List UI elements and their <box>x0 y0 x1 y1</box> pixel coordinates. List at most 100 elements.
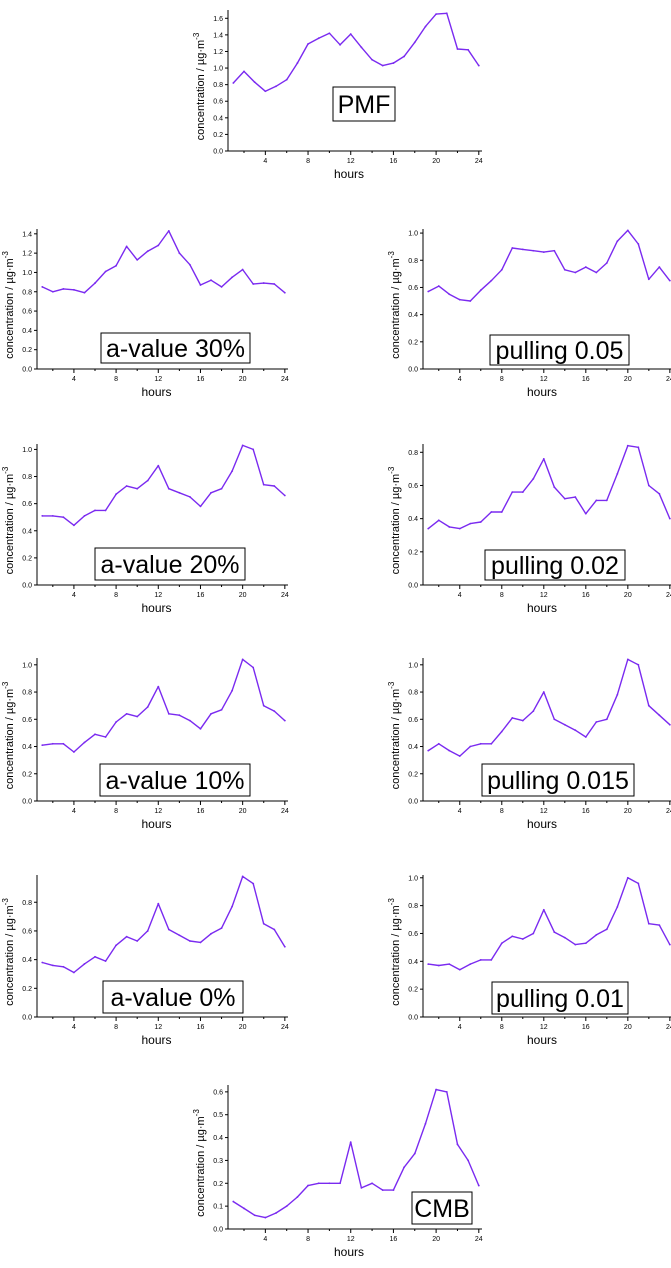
data-point <box>157 902 160 905</box>
data-point <box>94 955 96 958</box>
data-point <box>668 517 671 520</box>
x-tick-label: 16 <box>582 376 590 383</box>
data-point <box>146 250 149 253</box>
data-point <box>317 37 320 40</box>
x-tick-label: 8 <box>114 1024 118 1031</box>
data-point <box>435 1088 438 1091</box>
data-point <box>275 1212 277 1214</box>
series-line <box>42 230 286 294</box>
data-point <box>232 1200 235 1203</box>
x-tick-label: 24 <box>281 1024 289 1031</box>
y-tick-label: 0.8 <box>22 474 32 481</box>
data-point <box>477 1184 480 1187</box>
y-tick-label: 0.0 <box>408 799 418 806</box>
data-point <box>469 522 472 525</box>
data-point <box>232 82 235 84</box>
y-tick-label: 0.2 <box>22 986 32 993</box>
chart-panel: 0.0 0.2 0.4 0.6 0.8 1.0 4 8 12 16 20 24 hours concent… <box>387 229 671 399</box>
y-axis-title: concentration / µg·m-3 <box>1 681 16 789</box>
annotation-box <box>100 332 251 364</box>
x-tick-label: 4 <box>72 1024 76 1031</box>
data-point <box>371 1182 373 1185</box>
y-tick-label: 0.2 <box>408 771 418 778</box>
data-point <box>167 712 170 715</box>
series-line <box>427 445 671 530</box>
data-point <box>658 266 661 268</box>
x-tick-label: 4 <box>72 592 76 599</box>
annotation-box <box>332 86 396 122</box>
x-tick-label: 16 <box>197 376 205 383</box>
data-point <box>542 908 545 911</box>
data-point <box>437 964 440 967</box>
x-tick-label: 4 <box>263 1236 267 1243</box>
data-point <box>381 64 384 67</box>
x-tick-label: 16 <box>582 808 590 815</box>
data-point <box>252 283 255 285</box>
x-tick-label: 20 <box>239 1024 247 1031</box>
x-tick-label: 16 <box>197 592 205 599</box>
data-point <box>458 755 461 757</box>
data-point <box>479 521 482 523</box>
data-point <box>521 938 524 940</box>
data-point <box>104 960 107 962</box>
data-point <box>616 693 619 696</box>
data-point <box>62 965 65 968</box>
data-point <box>371 58 373 61</box>
y-tick-label: 0.4 <box>408 516 418 523</box>
y-axis-title: concentration / µg·m-3 <box>387 466 402 574</box>
data-point <box>424 25 427 28</box>
data-point <box>500 730 503 733</box>
data-point <box>490 279 493 282</box>
annotation-box <box>102 980 244 1014</box>
data-point <box>231 470 234 473</box>
data-point <box>307 43 309 45</box>
x-tick-label: 16 <box>197 1024 205 1031</box>
y-axis-title-main: concentration / µg·m <box>4 474 16 575</box>
data-point <box>605 499 608 502</box>
data-point <box>199 505 202 508</box>
data-point <box>189 719 191 722</box>
data-point <box>104 509 107 512</box>
y-axis-title-main: concentration / µg·m <box>195 1116 207 1217</box>
y-axis-title-superscript: -3 <box>387 898 396 906</box>
chart-panel: 0.0 0.2 0.4 0.6 0.8 4 8 12 16 20 24 hours concentrat… <box>1 875 289 1047</box>
data-point <box>231 905 234 908</box>
y-axis-title-main: concentration / µg·m <box>195 40 207 141</box>
y-tick-label: 0.8 <box>408 690 418 697</box>
y-tick-label: 0.0 <box>213 149 223 156</box>
data-point <box>584 736 587 738</box>
y-tick-label: 0.6 <box>22 928 32 935</box>
y-axis-title: concentration / µg·m-3 <box>192 32 207 140</box>
y-tick-label: 0.4 <box>408 744 418 751</box>
data-point <box>157 685 160 688</box>
y-tick-label: 0.4 <box>408 959 418 966</box>
data-point <box>252 666 255 669</box>
data-point <box>574 943 577 946</box>
data-point <box>532 249 535 252</box>
data-point <box>94 282 96 284</box>
annotation-label: a-value 0% <box>110 984 235 1012</box>
y-axis-title: concentration / µg·m-3 <box>192 1109 207 1217</box>
x-tick-label: 12 <box>347 158 355 165</box>
annotation-label: a-value 30% <box>106 335 245 363</box>
data-point <box>199 941 202 944</box>
x-tick-label: 16 <box>582 592 590 599</box>
data-point <box>469 300 472 302</box>
x-tick-label: 12 <box>154 1024 162 1031</box>
data-point <box>511 935 514 938</box>
y-tick-label: 1.4 <box>22 231 32 238</box>
y-tick-label: 0.8 <box>408 258 418 265</box>
data-point <box>448 293 451 296</box>
x-tick-label: 8 <box>114 592 118 599</box>
x-tick-label: 24 <box>666 376 671 383</box>
annotation-box <box>491 981 629 1015</box>
data-point <box>427 749 430 752</box>
x-tick-label: 12 <box>347 1236 355 1243</box>
data-point <box>456 1143 459 1146</box>
data-point <box>563 936 566 939</box>
data-point <box>262 483 265 486</box>
y-axis-title-superscript: -3 <box>1 898 10 906</box>
x-tick-label: 12 <box>154 376 162 383</box>
data-point <box>178 491 181 494</box>
data-point <box>167 928 170 931</box>
